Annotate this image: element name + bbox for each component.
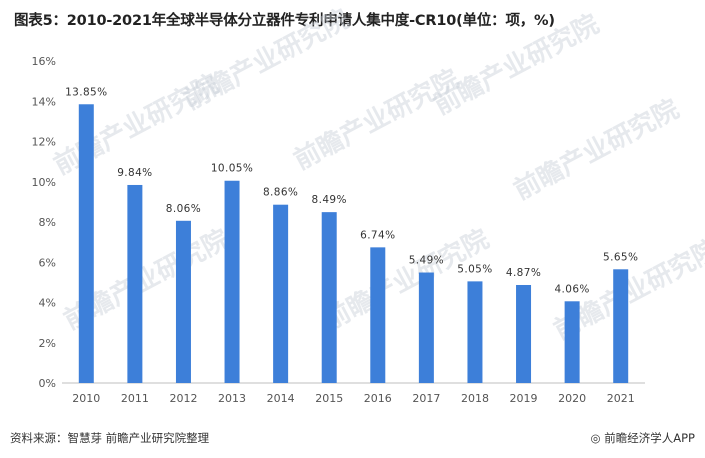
x-tick-label: 2014 [267, 392, 295, 405]
data-label-2020: 4.06% [554, 283, 589, 295]
data-label-2015: 8.49% [312, 194, 347, 206]
y-tick-label: 6% [39, 256, 56, 269]
y-tick-label: 0% [39, 377, 56, 390]
bar-2014 [273, 204, 289, 383]
bar-2016 [370, 247, 386, 383]
chart-title: 图表5：2010-2021年全球半导体分立器件专利申请人集中度-CR10(单位：… [14, 13, 555, 29]
y-tick-label: 8% [39, 216, 56, 229]
watermark-text: 前瞻产业研究院 [179, 3, 354, 116]
x-tick-label: 2016 [364, 392, 392, 405]
watermark-text: 前瞻产业研究院 [289, 63, 464, 176]
bar-2019 [516, 284, 532, 383]
bars-group [78, 104, 629, 384]
y-axis: 0% 2% 4% 6% 8% 10% 12% 14% 16% [32, 55, 56, 390]
x-tick-label: 2019 [510, 392, 538, 405]
credit-text: 前瞻经济学人APP [604, 431, 695, 445]
bar-2018 [467, 281, 483, 383]
data-label-2010: 13.85% [65, 86, 107, 98]
credit-icon: ◎ [590, 431, 601, 445]
data-label-2013: 10.05% [211, 163, 253, 175]
y-tick-label: 16% [32, 55, 56, 68]
y-tick-label: 12% [32, 136, 56, 149]
x-tick-label: 2018 [461, 392, 489, 405]
y-tick-label: 14% [32, 95, 56, 108]
data-label-2012: 8.06% [166, 203, 201, 215]
source-note: 资料来源：智慧芽 前瞻产业研究院整理 [10, 431, 210, 445]
data-label-2019: 4.87% [506, 267, 541, 279]
data-label-2016: 6.74% [360, 229, 395, 241]
x-tick-label: 2015 [315, 392, 343, 405]
bar-2017 [418, 272, 434, 383]
x-tick-label: 2013 [218, 392, 246, 405]
bar-2013 [224, 180, 240, 383]
y-tick-label: 10% [32, 176, 56, 189]
bar-2012 [175, 220, 191, 383]
watermark-text: 前瞻产业研究院 [429, 8, 604, 121]
x-tick-label: 2011 [121, 392, 149, 405]
data-labels-group: 13.85% 9.84% 8.06% 10.05% 8.86% 8.49% 6.74% 5.4… [65, 86, 638, 295]
y-tick-label: 2% [39, 337, 56, 350]
watermark-text: 前瞻产业研究院 [509, 93, 684, 206]
data-label-2014: 8.86% [263, 187, 298, 199]
data-label-2017: 5.49% [409, 255, 444, 267]
x-tick-label: 2012 [169, 392, 197, 405]
x-tick-label: 2021 [607, 392, 635, 405]
x-tick-label: 2017 [412, 392, 440, 405]
bar-2011 [127, 184, 143, 383]
bar-2010 [78, 104, 94, 384]
data-label-2021: 5.65% [603, 251, 638, 263]
x-tick-label: 2020 [558, 392, 586, 405]
y-tick-label: 4% [39, 297, 56, 310]
bar-2015 [321, 212, 337, 383]
credit-line: ◎ 前瞻经济学人APP [591, 430, 695, 446]
data-label-2011: 9.84% [117, 167, 152, 179]
x-axis: 2010 2011 2012 2013 2014 2015 2016 2017 2018 2019… [62, 382, 645, 405]
bar-2020 [564, 301, 580, 383]
bar-2021 [613, 269, 629, 383]
x-tick-label: 2010 [72, 392, 100, 405]
data-label-2018: 5.05% [457, 263, 492, 275]
